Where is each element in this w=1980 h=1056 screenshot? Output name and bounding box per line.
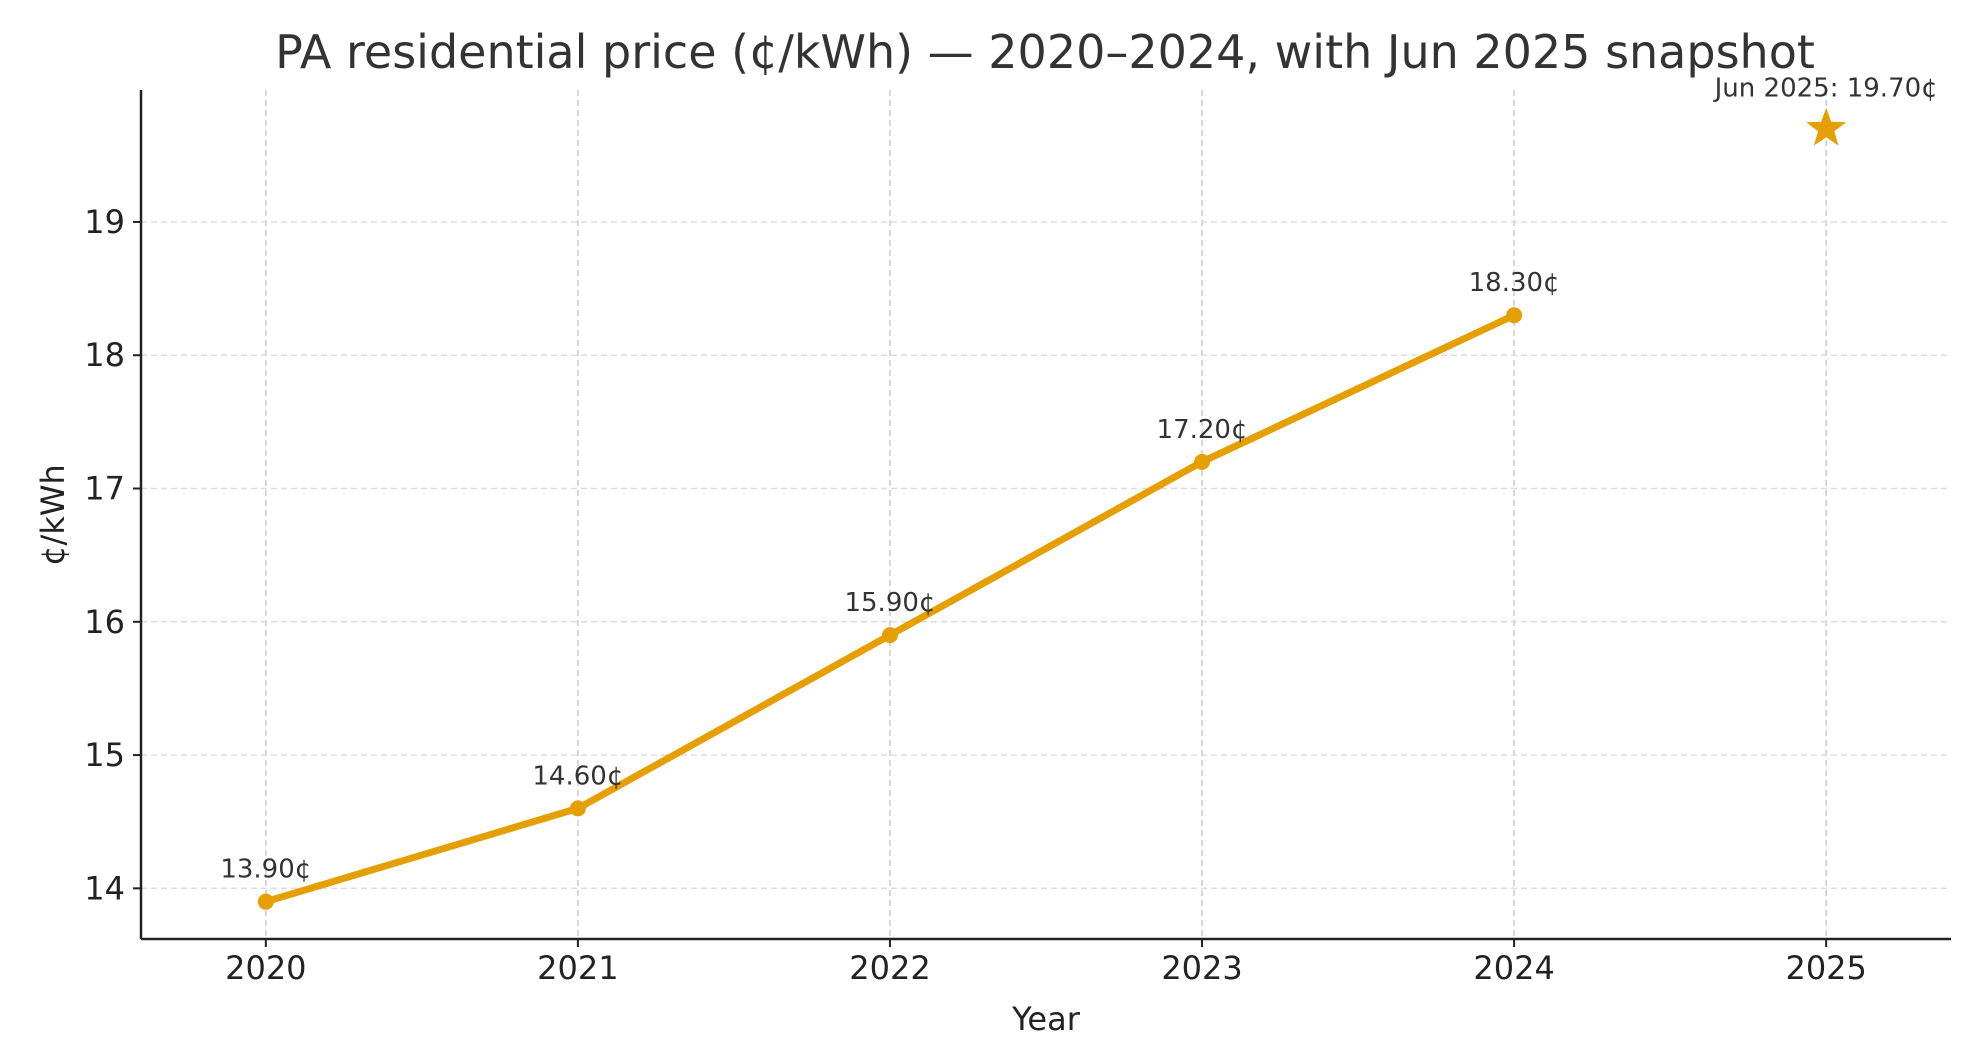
x-tick-label: 2021 [537,949,618,987]
y-tick-label: 18 [84,336,125,374]
data-point [257,893,274,910]
snapshot-star-marker [1806,107,1847,146]
data-label: 13.90¢ [220,855,311,885]
data-point [1506,307,1523,324]
data-point [569,800,586,817]
x-tick-label: 2024 [1473,949,1554,987]
x-tick-label: 2020 [225,949,306,987]
data-label: 14.60¢ [532,761,623,791]
series: 13.90¢ 14.60¢ 15.90¢ 17.20¢ 18.30¢ Jun 2025: … [220,74,1938,910]
y-axis-label: ¢/kWh [34,464,72,566]
y-tick-label: 17 [84,470,125,508]
data-label: 17.20¢ [1157,415,1248,445]
data-point [881,627,898,644]
data-label: 15.90¢ [844,588,935,618]
y-tick-label: 16 [84,603,125,641]
x-tick-label: 2025 [1785,949,1866,987]
y-tick-label: 15 [84,736,125,774]
x-axis-label: Year [1011,1000,1081,1038]
grid [141,90,1951,939]
y-tick-label: 14 [84,869,125,907]
chart-title: PA residential price (¢/kWh) — 2020–2024… [275,25,1815,79]
snapshot-label: Jun 2025: 19.70¢ [1713,74,1938,104]
ticks: 2020 2021 2022 2023 2024 2025 14 15 16 17 18 19 [84,203,1867,987]
data-label: 18.30¢ [1469,268,1560,298]
x-tick-label: 2022 [849,949,930,987]
x-tick-label: 2023 [1161,949,1242,987]
data-point [1194,453,1211,470]
axes [139,90,1951,941]
y-tick-label: 19 [84,203,125,241]
